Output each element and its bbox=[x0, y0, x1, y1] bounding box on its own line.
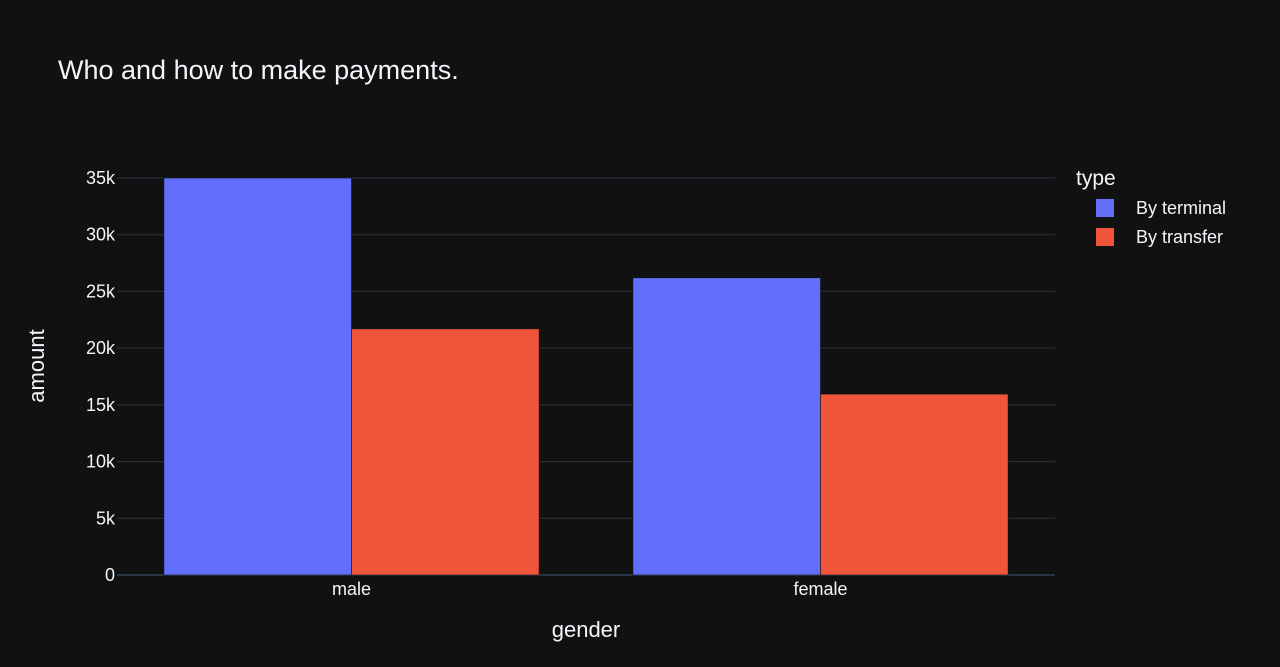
y-tick-label: 0 bbox=[105, 565, 115, 585]
bar-by-terminal-male[interactable] bbox=[163, 177, 352, 576]
y-tick-label: 35k bbox=[86, 168, 116, 188]
chart-title: Who and how to make payments. bbox=[58, 55, 459, 85]
legend-swatch[interactable] bbox=[1096, 199, 1114, 217]
y-tick-label: 5k bbox=[96, 508, 116, 528]
legend-title: type bbox=[1076, 167, 1116, 190]
x-axis-title: gender bbox=[552, 617, 621, 642]
bar-by-transfer-male[interactable] bbox=[351, 328, 540, 576]
y-tick-label: 25k bbox=[86, 281, 116, 301]
x-tick-label: female bbox=[793, 579, 847, 599]
x-tick-label: male bbox=[332, 579, 371, 599]
y-tick-label: 30k bbox=[86, 225, 116, 245]
legend-swatch[interactable] bbox=[1096, 228, 1114, 246]
y-tick-label: 20k bbox=[86, 338, 116, 358]
y-axis-title: amount bbox=[24, 329, 49, 402]
bar-by-terminal-female[interactable] bbox=[632, 277, 821, 576]
y-tick-label: 10k bbox=[86, 452, 116, 472]
bars bbox=[163, 177, 1009, 576]
y-axis: 0 5k 10k 15k 20k 25k 30k 35k bbox=[86, 168, 116, 585]
x-axis: male female bbox=[332, 579, 848, 599]
legend-label[interactable]: By terminal bbox=[1136, 198, 1226, 218]
bar-by-transfer-female[interactable] bbox=[820, 393, 1009, 576]
legend-label[interactable]: By transfer bbox=[1136, 227, 1223, 247]
y-tick-label: 15k bbox=[86, 395, 116, 415]
legend[interactable]: type By terminal By transfer bbox=[1076, 167, 1226, 247]
